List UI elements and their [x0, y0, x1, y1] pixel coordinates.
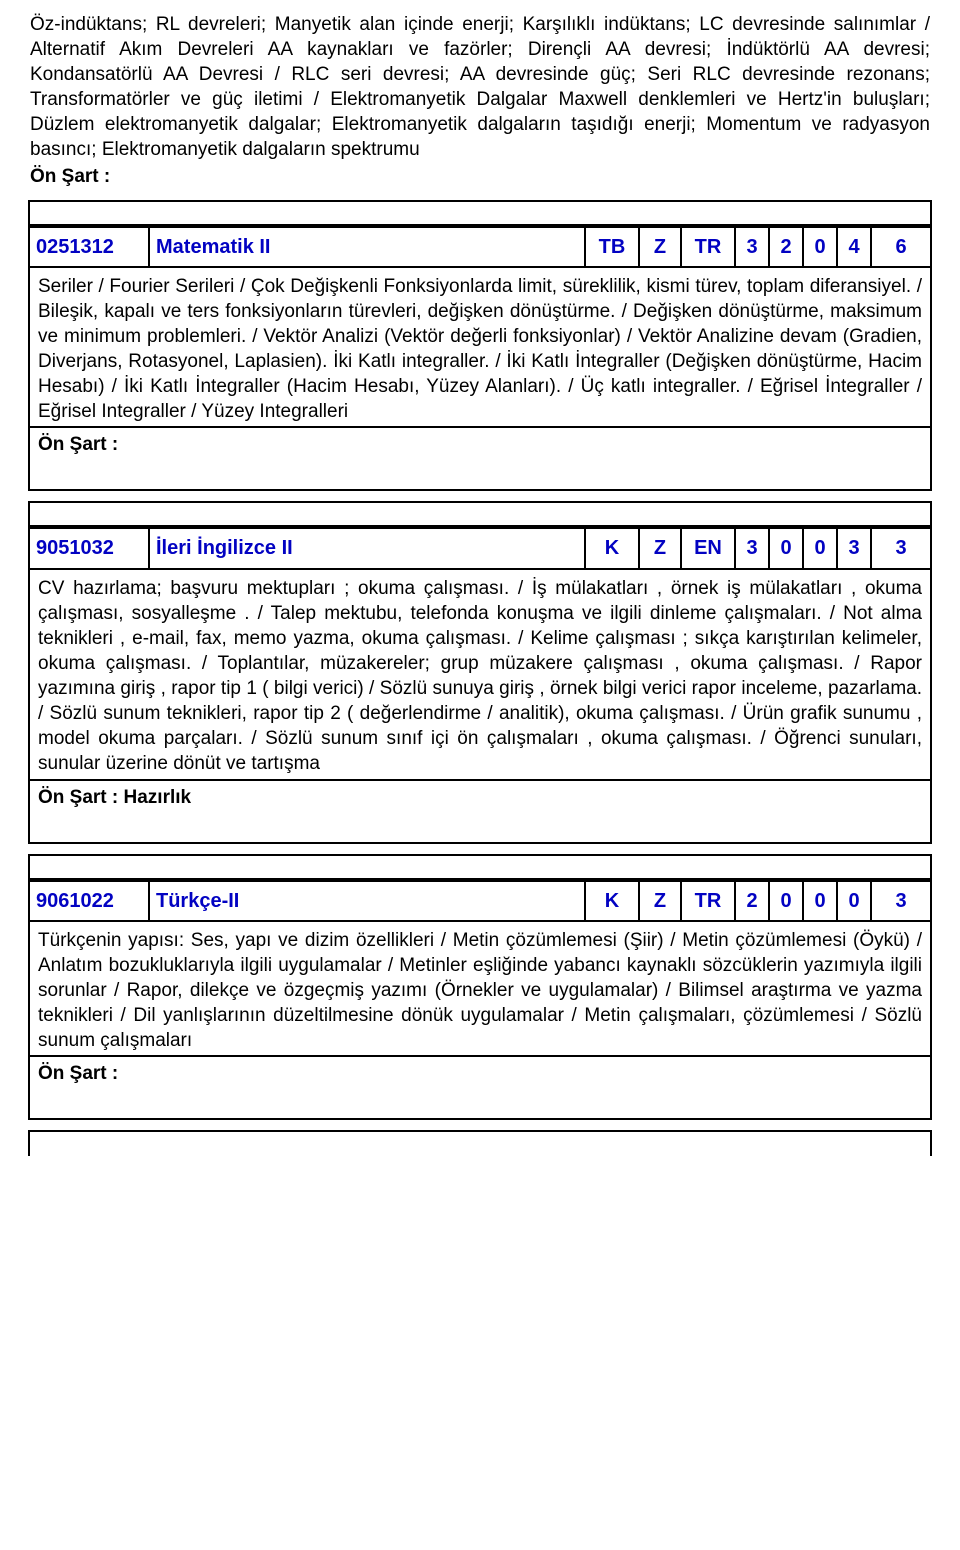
- course-col-n1: 2: [735, 881, 769, 921]
- intro-description: Öz-indüktans; RL devreleri; Manyetik ala…: [30, 12, 930, 162]
- course-col-tb: TB: [585, 227, 639, 267]
- course-col-n2: 2: [769, 227, 803, 267]
- onsart-intro: Ön Şart :: [30, 162, 930, 189]
- course-col-n5: 3: [871, 528, 931, 568]
- course-col-z: Z: [639, 881, 681, 921]
- course-code: 0251312: [29, 227, 149, 267]
- onsart-line: Ön Şart : Hazırlık: [28, 779, 932, 814]
- course-col-z: Z: [639, 528, 681, 568]
- course-col-n5: 6: [871, 227, 931, 267]
- divider-row: [28, 1130, 932, 1156]
- onsart-line: Ön Şart :: [28, 1055, 932, 1090]
- course-description: CV hazırlama; başvuru mektupları ; okuma…: [28, 570, 932, 779]
- course-col-lang: TR: [681, 881, 735, 921]
- course-col-n4: 0: [837, 881, 871, 921]
- course-col-n3: 0: [803, 528, 837, 568]
- course-code: 9051032: [29, 528, 149, 568]
- course-col-n2: 0: [769, 881, 803, 921]
- course-title: İleri İngilizce II: [149, 528, 585, 568]
- course-header-row: 9061022 Türkçe-II K Z TR 2 0 0 0 3: [28, 880, 932, 922]
- course-col-n4: 3: [837, 528, 871, 568]
- course-col-n4: 4: [837, 227, 871, 267]
- course-header-row: 0251312 Matematik II TB Z TR 3 2 0 4 6: [28, 226, 932, 268]
- divider-row: [28, 1090, 932, 1120]
- course-col-tb: K: [585, 881, 639, 921]
- course-col-n3: 0: [803, 881, 837, 921]
- course-description: Türkçenin yapısı: Ses, yapı ve dizim öze…: [28, 922, 932, 1055]
- course-title: Türkçe-II: [149, 881, 585, 921]
- course-col-tb: K: [585, 528, 639, 568]
- divider-row: [28, 200, 932, 226]
- course-col-n5: 3: [871, 881, 931, 921]
- course-col-lang: EN: [681, 528, 735, 568]
- course-col-n2: 0: [769, 528, 803, 568]
- divider-row: [28, 814, 932, 844]
- course-code: 9061022: [29, 881, 149, 921]
- course-col-lang: TR: [681, 227, 735, 267]
- course-col-n3: 0: [803, 227, 837, 267]
- divider-row: [28, 461, 932, 491]
- course-col-n1: 3: [735, 528, 769, 568]
- course-description: Seriler / Fourier Serileri / Çok Değişke…: [28, 268, 932, 426]
- course-title: Matematik II: [149, 227, 585, 267]
- course-header-row: 9051032 İleri İngilizce II K Z EN 3 0 0 …: [28, 527, 932, 569]
- divider-row: [28, 854, 932, 880]
- course-col-n1: 3: [735, 227, 769, 267]
- divider-row: [28, 501, 932, 527]
- course-col-z: Z: [639, 227, 681, 267]
- onsart-line: Ön Şart :: [28, 426, 932, 461]
